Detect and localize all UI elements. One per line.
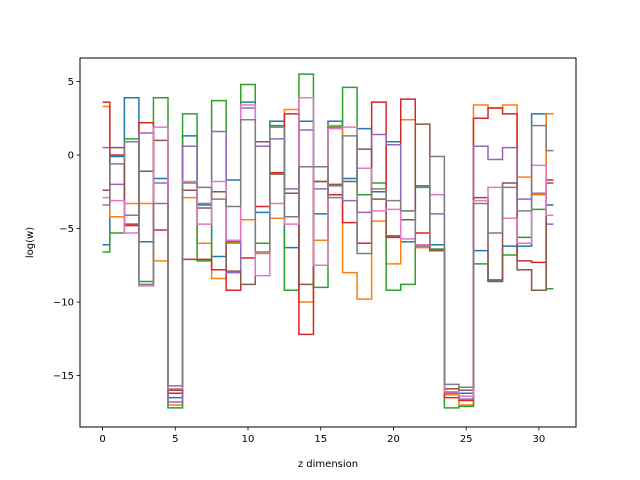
x-axis-label: z dimension [298, 459, 358, 470]
y-tick-label: −15 [53, 371, 74, 382]
x-tick-label: 25 [460, 434, 473, 445]
x-tick-label: 30 [533, 434, 546, 445]
axes-frame [79, 57, 577, 428]
x-tick-label: 0 [99, 434, 105, 445]
x-tick-label: 5 [172, 434, 178, 445]
x-axis: 0 5 10 15 20 25 30 [99, 427, 545, 445]
y-axis-label: log(w) [25, 227, 36, 258]
y-tick-label: −10 [53, 298, 74, 309]
series-line-7 [102, 96, 554, 397]
x-tick-label: 10 [242, 434, 255, 445]
series-line-8 [102, 119, 554, 389]
x-tick-label: 20 [387, 434, 400, 445]
series-lines [102, 73, 554, 409]
y-tick-label: 5 [68, 77, 74, 88]
y-tick-label: −5 [59, 224, 74, 235]
x-tick-label: 15 [314, 434, 327, 445]
y-tick-label: 0 [68, 151, 74, 162]
y-axis: −15 −10 −5 0 5 [53, 77, 80, 382]
